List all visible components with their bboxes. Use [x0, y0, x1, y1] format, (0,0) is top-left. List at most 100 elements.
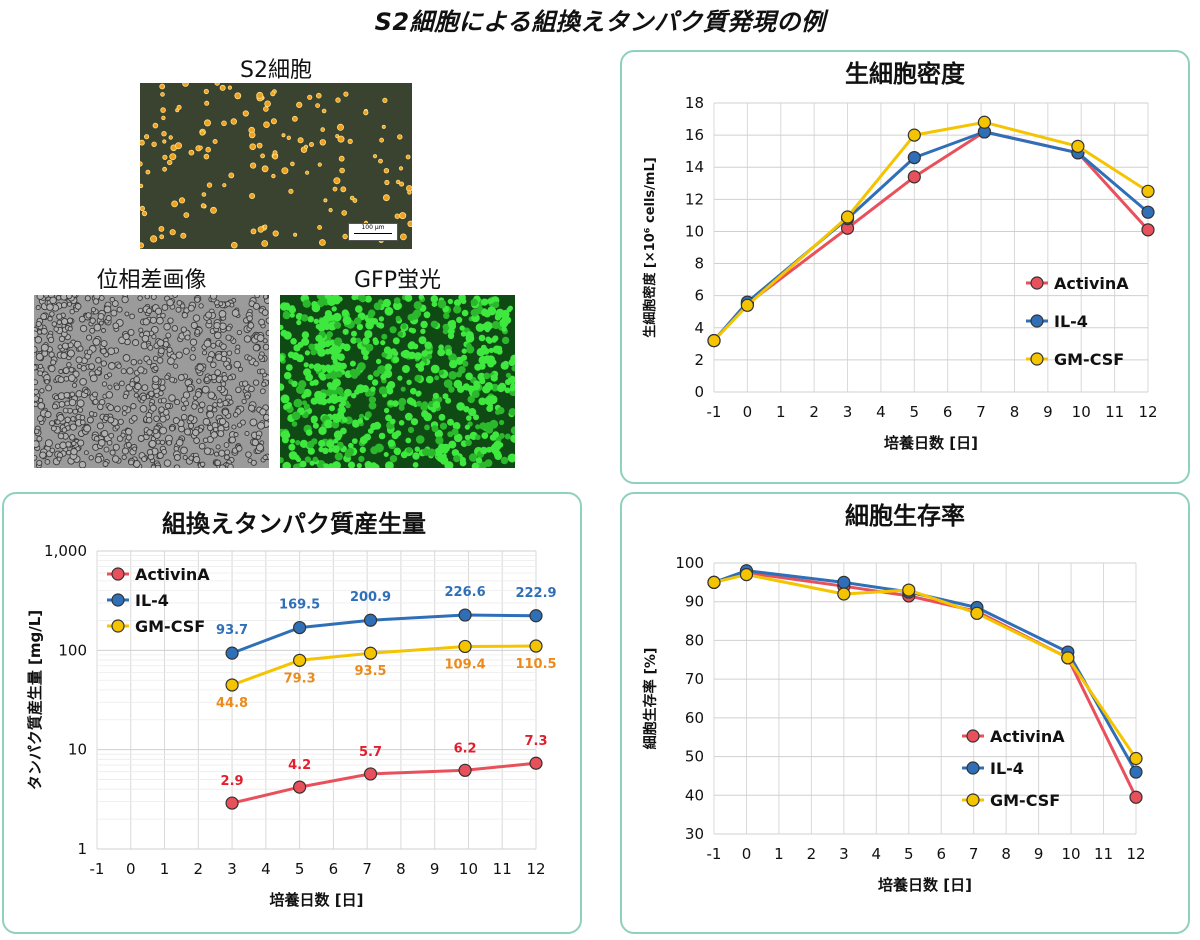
phase-cell-dot	[199, 461, 206, 468]
x-tick-label: 5	[904, 845, 914, 863]
gfp-cell-dot	[296, 319, 302, 326]
gfp-cell-dot	[328, 447, 334, 453]
phase-cell-dot	[156, 452, 164, 459]
s2-cell-dot	[305, 170, 310, 175]
phase-cell-dot	[141, 384, 149, 392]
gfp-cell-dot	[431, 425, 439, 433]
phase-cell-dot	[40, 313, 48, 321]
data-point	[977, 115, 992, 129]
data-point	[1129, 751, 1143, 766]
gfp-cell-dot	[467, 395, 475, 404]
phase-cell-dot	[47, 316, 53, 322]
s2-cell-dot	[150, 235, 158, 243]
legend-item: GM-CSF	[107, 617, 205, 636]
y-axis-label: タンパク質産生量 [mg/L]	[26, 610, 44, 790]
phase-cell-dot	[60, 301, 68, 309]
phase-cell-dot	[129, 381, 136, 388]
phase-cell-dot	[188, 455, 194, 461]
data-label: 7.3	[524, 734, 547, 749]
s2-cell-dot	[161, 115, 166, 121]
phase-cell-dot	[218, 449, 226, 457]
legend: ActivinA IL-4 GM-CSF	[962, 727, 1065, 810]
phase-cell-dot	[101, 381, 108, 387]
gfp-cell-dot	[453, 299, 462, 307]
gfp-cell-dot	[342, 328, 349, 335]
phase-cell-dot	[163, 322, 171, 331]
gfp-cell-dot	[478, 461, 487, 468]
gfp-cell-dot	[397, 375, 403, 381]
phase-cell-dot	[164, 374, 170, 380]
gfp-cell-dot	[491, 359, 497, 365]
gfp-cell-dot	[483, 355, 492, 364]
s2-cell-dot	[407, 190, 412, 195]
phase-cell-dot	[187, 304, 195, 312]
gfp-cell-dot	[492, 301, 500, 309]
gfp-cell-dot	[438, 369, 444, 376]
phase-cell-dot	[56, 313, 63, 320]
data-point	[740, 298, 754, 312]
s2-cell-dot	[394, 213, 400, 219]
phase-cell-dot	[141, 334, 150, 343]
gfp-cell-dot	[448, 386, 455, 393]
data-point	[902, 583, 916, 597]
phase-cell-dot	[194, 391, 202, 398]
gfp-cell-dot	[318, 439, 326, 448]
gfp-cell-dot	[315, 323, 321, 330]
s2-cell-dot	[227, 85, 233, 90]
phase-cell-dot	[148, 439, 157, 448]
phase-cell-dot	[203, 339, 212, 348]
phase-cell-dot	[48, 351, 55, 358]
gfp-cell-dot	[322, 463, 330, 468]
phase-cell-dot	[220, 343, 227, 350]
gfp-cell-dot	[356, 323, 364, 331]
phase-cell-dot	[116, 306, 123, 313]
gfp-cell-dot	[473, 414, 479, 421]
gfp-cell-dot	[415, 391, 421, 397]
gfp-cell-dot	[471, 390, 480, 398]
gfp-cell-dot	[336, 411, 345, 420]
data-label: 4.2	[288, 758, 311, 773]
y-tick-label: 60	[685, 709, 704, 727]
phase-cell-dot	[176, 300, 183, 306]
s2-cell-dot	[141, 210, 148, 217]
phase-cell-dot	[155, 439, 161, 445]
gfp-cell-dot	[296, 385, 305, 394]
x-tick-label: 0	[742, 845, 752, 863]
phase-cell-dot	[121, 447, 129, 455]
x-tick-label: 8	[1010, 403, 1020, 421]
gfp-cell-dot	[301, 393, 307, 399]
gfp-cell-dot	[465, 372, 473, 381]
gfp-cell-dot	[453, 305, 462, 314]
s2-cell-dot	[297, 137, 304, 144]
phase-cell-dot	[241, 398, 247, 405]
phase-cell-dot	[187, 422, 195, 429]
gfp-cell-dot	[406, 447, 413, 454]
gfp-cell-dot	[492, 335, 499, 342]
gfp-cell-dot	[384, 306, 394, 316]
phase-cell-dot	[137, 435, 145, 442]
gfp-cell-dot	[424, 341, 432, 350]
gfp-cell-dot	[332, 445, 340, 453]
phase-cell-dot	[130, 403, 137, 410]
phase-cell-dot	[79, 419, 86, 426]
phase-cell-dot	[122, 405, 128, 411]
s2-cell-dot	[341, 210, 348, 216]
production-chart: 組換えタンパク質産生量-1 0 1 2 3 4 5 6 7 8 9 10 11 121101001,000…	[26, 510, 557, 909]
s2-cell-dot	[281, 133, 286, 138]
phase-cell-dot	[67, 349, 75, 358]
gfp-cell-dot	[331, 353, 339, 361]
s2-cell-dot	[248, 131, 256, 139]
phase-cell-dot	[201, 350, 208, 356]
phase-cell-dot	[122, 332, 130, 341]
data-label: 79.3	[284, 671, 316, 686]
gfp-cell-dot	[412, 452, 420, 460]
gfp-cell-dot	[504, 387, 511, 394]
phase-cell-dot	[39, 388, 45, 394]
legend-label: GM-CSF	[135, 617, 205, 636]
phase-cell-dot	[225, 325, 232, 332]
x-tick-label: 0	[126, 860, 136, 878]
s2-cell-dot	[336, 123, 344, 131]
gfp-cell-dot	[336, 395, 344, 403]
legend-marker	[111, 567, 125, 581]
gfp-cell-dot	[293, 454, 300, 461]
